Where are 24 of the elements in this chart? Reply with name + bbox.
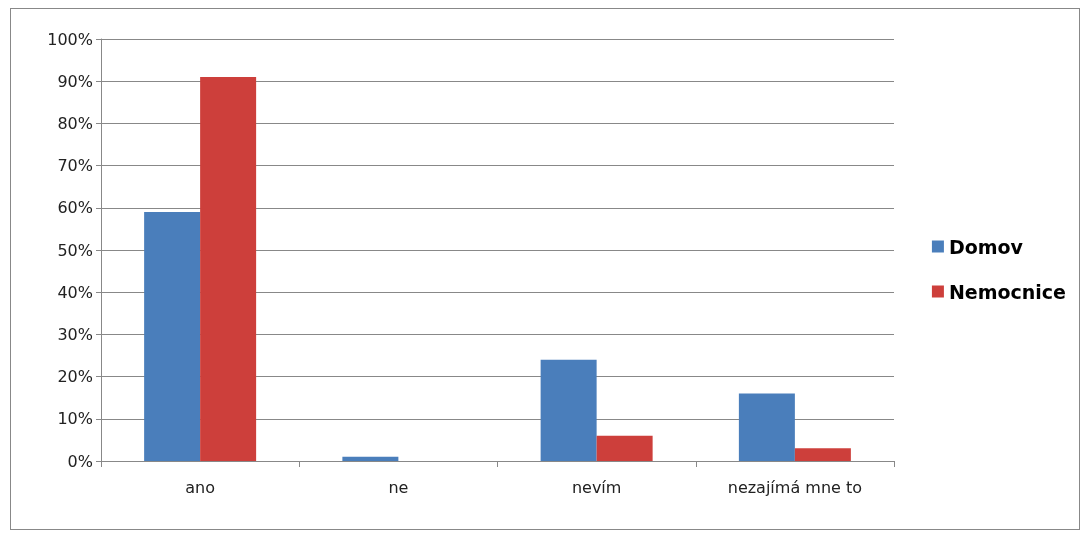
x-tick-label: nezajímá mne to: [727, 477, 863, 497]
y-tick-label: 80%: [57, 113, 93, 133]
bar: [596, 435, 653, 461]
legend-label: Domov: [948, 235, 1024, 258]
y-tick-label: 0%: [67, 451, 93, 471]
bar: [738, 393, 795, 461]
y-tick-label: 20%: [57, 367, 93, 387]
bar: [200, 76, 257, 461]
x-tick-label: ano: [185, 477, 215, 497]
bar: [144, 212, 201, 461]
y-tick-label: 40%: [57, 282, 93, 302]
y-tick-label: 50%: [57, 240, 93, 260]
y-tick-label: 90%: [57, 71, 93, 91]
bar: [794, 448, 851, 461]
bar: [540, 359, 597, 461]
legend-label: Nemocnice: [948, 280, 1066, 303]
y-tick-label: 30%: [57, 324, 93, 344]
y-tick-label: 10%: [57, 409, 93, 429]
y-tick-label: 60%: [57, 198, 93, 218]
x-tick-label: nevím: [571, 477, 622, 497]
x-tick-label: ne: [388, 477, 409, 497]
bar: [342, 456, 399, 461]
y-tick-label: 100%: [47, 29, 93, 49]
y-tick-label: 70%: [57, 156, 93, 176]
